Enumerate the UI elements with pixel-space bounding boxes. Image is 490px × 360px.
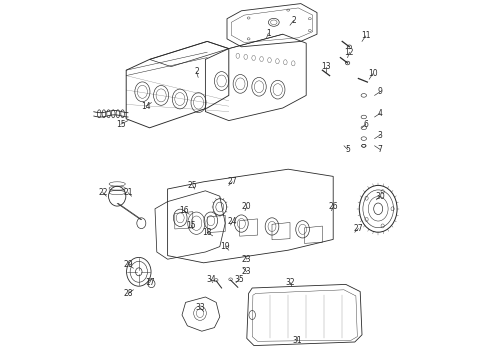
Text: 34: 34 [206, 274, 216, 284]
Text: 23: 23 [242, 267, 251, 276]
Text: 27: 27 [227, 177, 237, 186]
Text: 27: 27 [354, 224, 363, 233]
Text: 30: 30 [375, 192, 385, 201]
Text: 14: 14 [141, 102, 151, 111]
Text: 7: 7 [378, 145, 382, 154]
Text: 35: 35 [235, 274, 245, 284]
Text: 31: 31 [293, 336, 302, 345]
Text: 25: 25 [188, 181, 197, 190]
Text: 11: 11 [361, 31, 370, 40]
Text: 21: 21 [123, 188, 133, 197]
Text: 13: 13 [321, 62, 331, 71]
Text: 26: 26 [328, 202, 338, 211]
Text: 4: 4 [378, 109, 382, 118]
Text: 3: 3 [378, 130, 382, 139]
Text: 18: 18 [202, 228, 212, 237]
Text: 16: 16 [179, 206, 189, 215]
Text: 1: 1 [266, 29, 271, 37]
Text: 15: 15 [116, 120, 125, 129]
Text: 12: 12 [344, 48, 354, 57]
Text: 20: 20 [242, 202, 251, 211]
Text: 6: 6 [363, 120, 368, 129]
Text: 32: 32 [285, 278, 295, 287]
Text: 17: 17 [145, 278, 154, 287]
Text: 33: 33 [195, 303, 205, 312]
Text: 22: 22 [98, 188, 107, 197]
Text: 10: 10 [368, 69, 378, 78]
Text: 23: 23 [242, 255, 251, 264]
Text: 9: 9 [378, 87, 382, 96]
Text: 5: 5 [345, 145, 350, 154]
Text: 29: 29 [123, 260, 133, 269]
Text: 2: 2 [291, 16, 296, 25]
Text: 28: 28 [123, 289, 133, 298]
Text: 2: 2 [194, 68, 199, 77]
Text: 15: 15 [186, 220, 196, 230]
Text: 24: 24 [227, 217, 237, 226]
Text: 19: 19 [220, 242, 230, 251]
